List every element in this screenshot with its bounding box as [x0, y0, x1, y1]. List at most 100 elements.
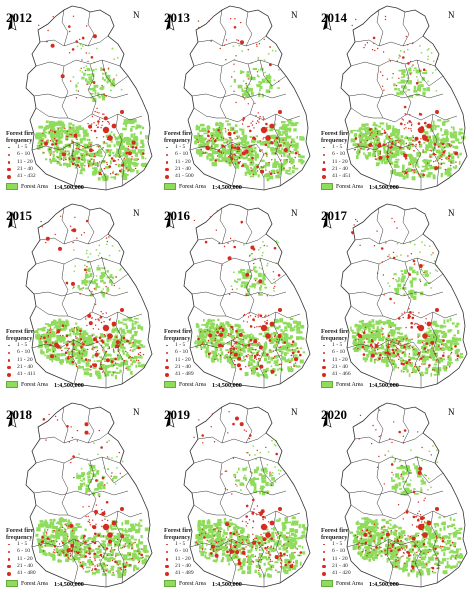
forest-patch: [214, 129, 220, 133]
fire-point: [274, 152, 276, 154]
forest-patch: [104, 369, 107, 373]
forest-patch: [228, 150, 234, 154]
forest-patch: [455, 165, 458, 169]
forest-patch: [85, 274, 88, 279]
forest-patch: [411, 289, 415, 292]
fire-point: [211, 342, 213, 344]
forest-patch: [352, 129, 357, 132]
forest-patch: [413, 89, 418, 93]
province-map: [25, 203, 153, 389]
forest-patch: [286, 342, 291, 347]
legend-dot: [323, 351, 325, 354]
forest-patch: [435, 135, 439, 140]
city-boundary: [219, 65, 227, 119]
forest-patch: [57, 532, 60, 535]
forest-patch: [87, 159, 92, 162]
fire-points-layer: [351, 217, 460, 374]
fire-point: [422, 149, 424, 151]
city-boundary: [61, 406, 69, 444]
forest-patch: [205, 152, 208, 154]
fire-point: [283, 148, 288, 152]
forest-patch: [437, 334, 440, 338]
forest-patch: [411, 277, 417, 281]
fire-point: [417, 351, 421, 355]
forest-patch: [97, 170, 102, 174]
forest-patch: [81, 153, 85, 156]
forest-patch: [101, 292, 106, 296]
legend-dot: [322, 160, 326, 164]
forest-patch: [272, 345, 276, 348]
forest-patch: [241, 335, 245, 338]
forest-patch: [224, 138, 228, 141]
forest-patch: [291, 170, 295, 174]
forest-patch: [242, 162, 247, 166]
forest-patch: [226, 123, 231, 126]
fire-point: [85, 219, 89, 223]
fire-point: [253, 319, 255, 322]
forest-patch: [68, 122, 73, 125]
fire-point: [374, 49, 376, 52]
forest-patch: [94, 468, 97, 471]
fire-point: [374, 344, 379, 348]
forest-patch: [96, 550, 100, 554]
forest-patch: [425, 144, 430, 149]
city-boundary: [354, 35, 424, 47]
fire-point: [413, 263, 416, 265]
fire-point: [94, 324, 97, 326]
forest-swatch: [164, 381, 176, 388]
fire-point: [399, 55, 401, 57]
forest-patch: [389, 161, 393, 165]
forest-patch: [260, 67, 263, 69]
forest-patch: [296, 329, 299, 334]
forest-patch: [425, 331, 428, 335]
forest-patch: [100, 67, 103, 71]
forest-patch: [424, 361, 427, 365]
city-boundary: [87, 261, 97, 313]
forest-patch: [200, 346, 205, 349]
forest-patch: [416, 352, 420, 356]
forest-patch: [210, 357, 215, 361]
forest-patch: [110, 565, 115, 568]
forest-patch: [434, 126, 437, 131]
fire-point: [427, 162, 429, 164]
forest-patch: [75, 84, 78, 88]
forest-patch: [100, 93, 104, 97]
city-boundary: [350, 107, 458, 123]
legend-dot: [166, 351, 168, 354]
fire-point: [230, 344, 232, 346]
fire-point: [356, 220, 358, 222]
forest-patch: [415, 366, 420, 369]
forest-patch: [397, 340, 400, 343]
fire-point: [411, 346, 414, 349]
fire-point: [72, 342, 74, 345]
forest-patch: [117, 354, 121, 358]
forest-patch: [201, 127, 206, 132]
forest-patch: [80, 554, 85, 559]
forest-patch: [54, 142, 56, 146]
forest-patch: [72, 535, 77, 538]
fire-point: [408, 144, 410, 146]
forest-patch: [217, 138, 220, 142]
city-boundary: [412, 143, 422, 190]
forest-patch: [92, 347, 95, 351]
forest-patch: [265, 327, 270, 332]
city-boundary: [350, 59, 436, 67]
forest-patch: [376, 359, 380, 362]
fire-point: [273, 287, 275, 289]
forest-patch: [125, 534, 130, 537]
fire-point: [441, 142, 445, 146]
forest-patch: [140, 151, 143, 155]
forest-patch: [82, 562, 87, 566]
legend-dot: [323, 345, 325, 347]
forest-patch: [234, 124, 238, 127]
forest-patch: [393, 83, 396, 87]
forest-patch: [380, 328, 383, 333]
fire-point: [52, 342, 54, 344]
forest-patch: [261, 78, 266, 83]
forest-patch: [110, 549, 114, 552]
forest-patch: [458, 160, 461, 165]
fire-point: [293, 365, 295, 367]
fire-point: [232, 128, 234, 130]
forest-patch: [275, 175, 281, 179]
forest-patch: [264, 165, 267, 169]
